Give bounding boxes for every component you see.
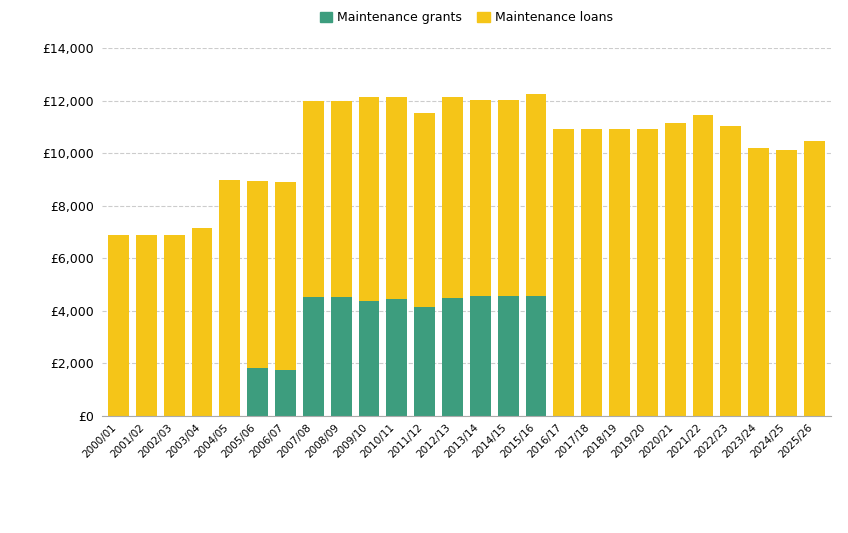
Bar — [609, 129, 630, 416]
Bar — [275, 182, 296, 370]
Bar — [470, 296, 491, 416]
Bar — [498, 296, 519, 416]
Bar — [136, 235, 157, 416]
Bar — [248, 368, 268, 416]
Bar — [776, 150, 797, 416]
Bar — [554, 129, 574, 416]
Bar — [164, 235, 185, 416]
Bar — [359, 97, 379, 301]
Bar — [470, 100, 491, 296]
Bar — [637, 129, 658, 416]
Bar — [414, 112, 435, 308]
Bar — [275, 370, 296, 416]
Bar — [804, 141, 825, 416]
Bar — [108, 235, 129, 416]
Bar — [526, 296, 546, 416]
Bar — [303, 297, 324, 416]
Bar — [414, 308, 435, 416]
Bar — [581, 129, 602, 416]
Bar — [526, 94, 546, 296]
Bar — [359, 301, 379, 416]
Bar — [442, 98, 463, 297]
Bar — [220, 180, 240, 416]
Bar — [442, 297, 463, 416]
Bar — [665, 123, 685, 416]
Bar — [331, 297, 352, 416]
Bar — [693, 115, 713, 416]
Bar — [303, 101, 324, 297]
Bar — [387, 98, 407, 300]
Legend: Maintenance grants, Maintenance loans: Maintenance grants, Maintenance loans — [315, 6, 618, 29]
Bar — [192, 228, 212, 416]
Bar — [331, 101, 352, 297]
Bar — [748, 148, 769, 416]
Bar — [248, 181, 268, 368]
Bar — [387, 300, 407, 416]
Bar — [498, 100, 519, 296]
Bar — [721, 126, 741, 416]
